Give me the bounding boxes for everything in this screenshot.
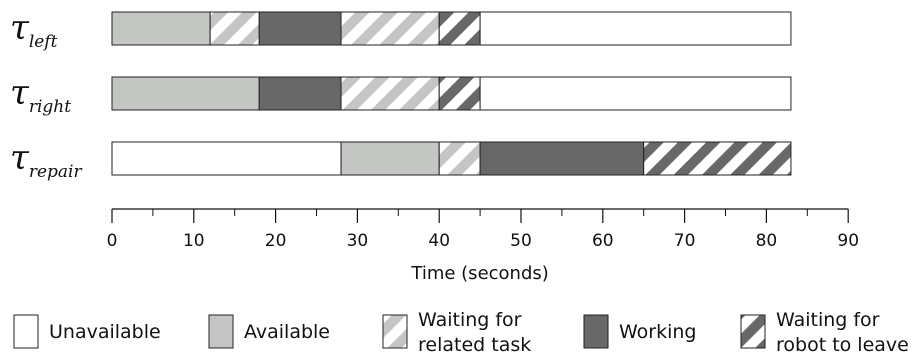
x-tick-label: 60 [592,231,614,251]
legend-label: Available [244,321,330,343]
segment-unavailable [479,11,792,46]
legend-item-working: Working [583,314,697,349]
legend-item-waiting-related: Waiting for related task [382,309,531,353]
x-axis: 0 10 20 30 40 50 60 70 80 90 Time (seconds) [107,208,859,284]
segment-available [111,76,260,111]
x-tick-label: 80 [756,231,778,251]
row-label-right: τright [10,73,71,117]
row-label-repair: τrepair [10,138,82,182]
segment-available [111,11,211,46]
segment-unavailable [111,141,342,176]
x-axis-title: Time (seconds) [410,263,548,284]
x-tick-label: 20 [265,231,287,251]
legend-swatch [583,314,609,349]
segment-waiting-robot [438,76,481,111]
legend-item-available: Available [208,314,330,349]
legend-label-line: Waiting for [776,309,880,331]
segment-working [258,11,342,46]
x-tick-label: 10 [183,231,205,251]
row-label-symbol: τ [10,73,30,113]
task-row-left: τleft [10,8,792,52]
row-label-subscript: repair [29,162,83,182]
x-tick-label: 0 [107,231,118,251]
segment-waiting-related [340,76,440,111]
legend-swatch [208,314,234,349]
x-tick-label: 70 [674,231,696,251]
legend-label-line: related task [418,334,531,353]
legend-label-line: Waiting for [418,309,522,331]
row-label-symbol: τ [10,138,30,178]
row-label-subscript: left [29,32,58,52]
segment-unavailable [479,76,792,111]
legend-swatch [13,314,39,349]
legend-label: Working [619,321,697,343]
x-tick-label: 90 [837,231,859,251]
row-label-subscript: right [29,97,71,117]
legend-item-unavailable: Unavailable [13,314,161,349]
legend-swatch [740,314,766,349]
x-tick-label: 30 [347,231,369,251]
segment-waiting-related [209,11,260,46]
legend-label-line: robot to leave [776,334,909,353]
x-tick-label: 50 [510,231,532,251]
legend-item-waiting-robot: Waiting for robot to leave [740,309,909,353]
legend-label: Unavailable [49,321,161,343]
segment-waiting-robot [643,141,792,176]
segment-working [258,76,342,111]
segment-available [340,141,440,176]
segment-waiting-robot [438,11,481,46]
row-label-symbol: τ [10,8,30,48]
task-row-repair: τrepair [10,138,792,182]
segment-waiting-related [438,141,481,176]
segment-waiting-related [340,11,440,46]
x-tick-label: 40 [428,231,450,251]
legend-swatch [382,314,408,349]
legend: Unavailable Available Waiting for related t… [13,309,909,353]
task-row-right: τright [10,73,792,117]
row-label-left: τleft [10,8,58,52]
segment-working [479,141,645,176]
